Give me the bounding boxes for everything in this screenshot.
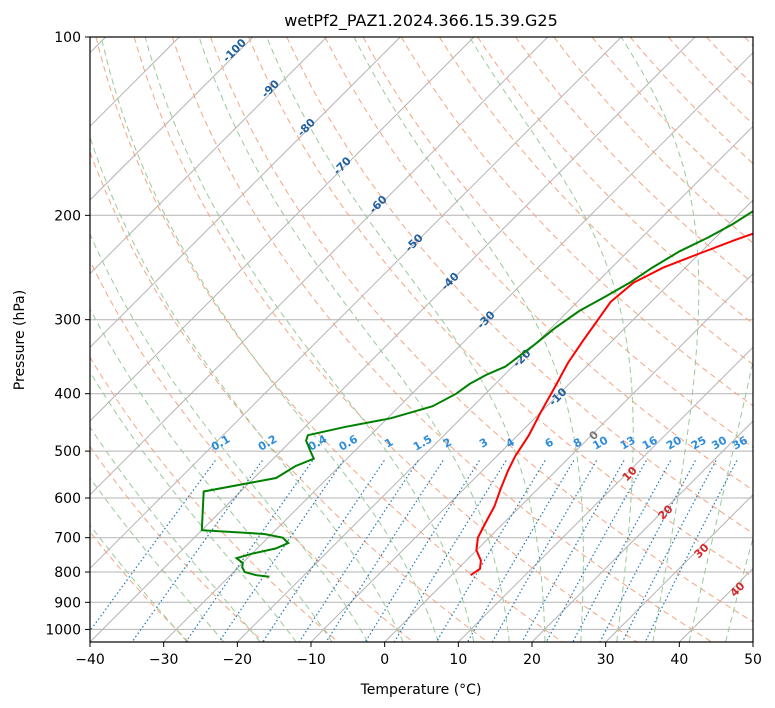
isotherm-line (90, 37, 549, 496)
temperature-profile-line (470, 232, 753, 577)
isotherm-line (163, 51, 753, 642)
dry-adiabat-line (591, 37, 753, 204)
moist-adiabat-line (198, 37, 510, 642)
dry-adiabat-line (210, 37, 753, 623)
moist-adiabat-line (90, 232, 369, 642)
mixing-ratio-line (185, 460, 314, 642)
mixing-ratio-line (131, 460, 263, 642)
isotherm-line (90, 37, 475, 422)
moist-adiabat-line (620, 37, 700, 642)
isotherm-line (457, 346, 753, 642)
y-tick-label: 500 (54, 444, 81, 460)
mixing-ratio-line (491, 460, 598, 642)
mixing-ratio-line (435, 460, 546, 642)
y-axis-title: Pressure (hPa) (12, 290, 28, 390)
dry-adiabat-line (400, 37, 753, 407)
y-tick-label: 200 (54, 208, 81, 224)
dry-adiabat-line (286, 37, 753, 534)
mixing-ratio-line (298, 460, 419, 642)
y-tick-label: 900 (54, 595, 81, 611)
isotherm-line (90, 37, 622, 570)
dry-adiabat-line (438, 37, 753, 366)
dry-adiabat-line (90, 356, 339, 642)
x-tick-label: 20 (523, 652, 541, 668)
dry-adiabat-line (324, 37, 753, 491)
x-tick-label: −40 (75, 652, 105, 668)
y-tick-label: 600 (54, 491, 81, 507)
x-tick-label: −20 (223, 652, 253, 668)
x-tick-label: 10 (449, 652, 467, 668)
moist-adiabat-line (144, 37, 475, 642)
isotherm-line (531, 420, 753, 642)
moist-adiabat-line (90, 476, 225, 642)
moist-adiabat-line (90, 426, 261, 642)
dry-adiabat-line (171, 37, 712, 642)
dry-adiabat-line (90, 445, 264, 642)
mixing-ratio-line (218, 460, 344, 642)
dry-adiabat-line (95, 37, 563, 642)
isotherm-line (384, 272, 753, 642)
moist-adiabat-line (90, 524, 188, 642)
mixing-ratio-line (545, 460, 647, 642)
y-tick-label: 100 (54, 30, 81, 46)
moist-adiabat-line (469, 37, 634, 642)
dry-adiabat-line (248, 37, 753, 578)
isotherm-line (90, 37, 696, 642)
mixing-ratio-line (262, 460, 385, 642)
moist-adiabat-line (90, 308, 333, 642)
y-tick-label: 800 (54, 565, 81, 581)
moist-adiabat-line (725, 536, 753, 642)
x-axis-title: Temperature (°C) (360, 682, 482, 698)
x-tick-label: 30 (597, 652, 615, 668)
dry-adiabat-line (362, 37, 753, 449)
mixing-ratio-line (521, 460, 625, 642)
moist-adiabat-line (90, 135, 404, 642)
y-tick-label: 700 (54, 531, 81, 547)
x-tick-label: 50 (744, 652, 762, 668)
moist-adiabat-line (688, 358, 753, 642)
mixing-ratio-line (572, 460, 672, 642)
dewpoint-profile-line (200, 210, 753, 578)
x-tick-label: 40 (670, 652, 688, 668)
isotherm-line (605, 493, 753, 642)
moist-adiabat-line (353, 37, 584, 642)
mixing-ratio-line (325, 460, 444, 642)
mixing-ratio-line (90, 460, 216, 632)
moist-adiabat-line (266, 37, 546, 642)
plot-frame (89, 36, 754, 643)
y-tick-label: 1000 (45, 622, 81, 638)
x-tick-label: −10 (296, 652, 326, 668)
isotherm-line (90, 37, 401, 349)
dry-adiabat-line (133, 37, 638, 642)
chart-title: wetPf2_PAZ1.2024.366.15.39.G25 (284, 11, 558, 31)
y-tick-label: 400 (54, 387, 81, 403)
moist-adiabat-line (90, 370, 297, 642)
x-tick-label: −30 (149, 652, 179, 668)
x-tick-label: 0 (380, 652, 389, 668)
moist-adiabat-line (100, 37, 439, 642)
dry-adiabat-line (90, 259, 414, 642)
isotherm-line (90, 37, 328, 275)
y-tick-label: 300 (54, 313, 81, 329)
isotherm-line (90, 37, 254, 201)
dry-adiabat-line (553, 37, 753, 244)
